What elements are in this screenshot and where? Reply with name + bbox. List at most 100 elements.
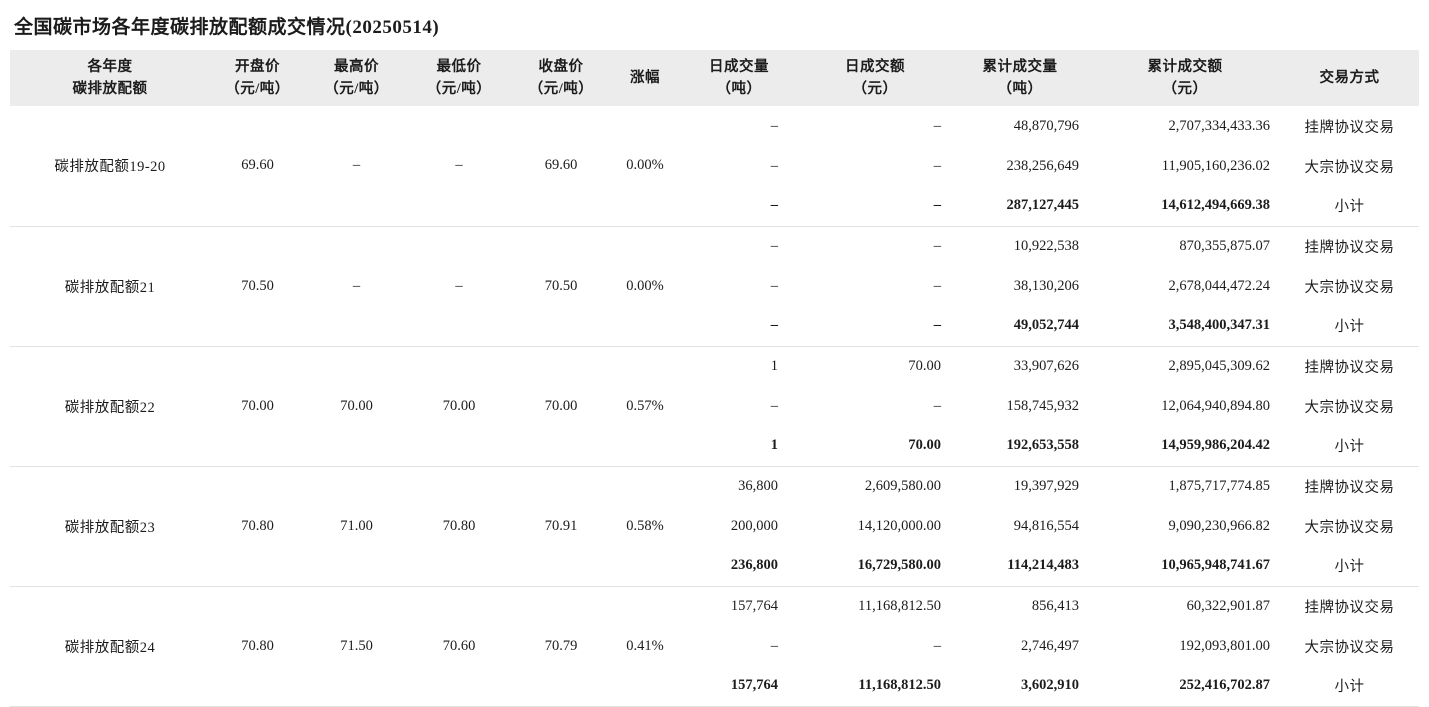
daily-amount-cell: 14,120,000.00 [857, 517, 941, 534]
trade-method-cell: 小计 [1280, 666, 1419, 707]
daily-volume-cell: – [678, 186, 800, 227]
low-price-cell: 70.60 [408, 586, 510, 707]
high-price-cell: 71.00 [305, 466, 408, 587]
header-line: 最低价 [436, 58, 482, 75]
cum-volume-cell: 2,746,497 [1021, 637, 1079, 654]
cum-volume-cell: 856,413 [1031, 597, 1079, 614]
table-row: 碳排放配额23 70.80 71.00 70.80 70.91 0.58% 36… [10, 466, 1419, 587]
close-price-cell: 70.91 [510, 466, 612, 587]
change-cell: 0.58% [612, 466, 678, 587]
col-header-daily-amount: 日成交额 （元） [800, 50, 950, 106]
daily-amount-cell: – [933, 637, 941, 654]
daily-volume-cell: 36,800 [738, 477, 778, 494]
close-price-cell: 70.50 [510, 226, 612, 347]
col-header-change: 涨幅 [612, 50, 678, 106]
high-price-cell: 71.50 [305, 586, 408, 707]
header-line: 碳排放配额 [72, 81, 148, 97]
cum-volume-cell: 192,653,558 [950, 426, 1090, 467]
daily-amount-cell: 2,609,580.00 [864, 477, 941, 494]
trade-method-cell: 大宗协议交易 [1304, 159, 1395, 176]
close-price-cell: 70.79 [510, 586, 612, 707]
daily-amount-cell: 16,729,580.00 [800, 546, 950, 587]
low-price-cell: – [408, 106, 510, 227]
daily-amount-cell: – [933, 237, 941, 254]
allowance-name-cell: 碳排放配额24 [10, 586, 210, 707]
page-title: 全国碳市场各年度碳排放配额成交情况(20250514) [14, 17, 440, 38]
trade-method-cell: 小计 [1280, 546, 1419, 587]
high-price-cell: – [305, 226, 408, 347]
open-price-cell: 70.80 [210, 586, 305, 707]
daily-amount-cell: – [933, 117, 941, 134]
daily-volume-cell: 157,764 [730, 597, 778, 614]
subtotal-row: 157,764 11,168,812.50 3,602,910 252,416,… [10, 666, 1419, 707]
trade-method-cell: 挂牌协议交易 [1304, 599, 1395, 616]
subtotal-row: – – 49,052,744 3,548,400,347.31 小计 [10, 306, 1419, 347]
header-line: 开盘价 [235, 58, 280, 75]
cum-amount-cell: 10,965,948,741.67 [1090, 546, 1280, 587]
high-price-cell: 70.00 [305, 346, 408, 467]
daily-volume-cell: – [770, 117, 778, 134]
cum-amount-cell: 2,678,044,472.24 [1168, 277, 1271, 294]
trade-method-cell: 大宗协议交易 [1304, 399, 1395, 416]
trade-method-cell: 小计 [1280, 306, 1419, 347]
daily-volume-cell: 1 [770, 357, 778, 374]
open-price-cell: 70.00 [210, 346, 305, 467]
col-header-open: 开盘价 （元/吨） [210, 50, 305, 106]
col-header-high: 最高价 （元/吨） [305, 50, 408, 106]
table-row: 碳排放配额21 70.50 – – 70.50 0.00% – – 10,922… [10, 226, 1419, 347]
table-row: 碳排放配额22 70.00 70.00 70.00 70.00 0.57% 1 … [10, 346, 1419, 467]
daily-amount-cell: 70.00 [908, 357, 941, 374]
col-header-allowance: 各年度 碳排放配额 [10, 50, 210, 106]
table-row: – – 38,130,206 2,678,044,472.24 大宗协议交易 [10, 266, 1419, 306]
daily-amount-cell: – [800, 186, 950, 227]
cum-amount-cell: 3,548,400,347.31 [1090, 306, 1280, 347]
low-price-cell: 70.80 [408, 466, 510, 587]
daily-volume-cell: – [770, 157, 778, 174]
table-row: – – 158,745,932 12,064,940,894.80 大宗协议交易 [10, 386, 1419, 426]
trade-method-cell: 小计 [1280, 426, 1419, 467]
allowance-name-cell: 碳排放配额22 [10, 346, 210, 467]
daily-amount-cell: 70.00 [800, 426, 950, 467]
header-line: 交易方式 [1319, 69, 1380, 86]
cum-volume-cell: 114,214,483 [950, 546, 1090, 587]
cum-volume-cell: 38,130,206 [1013, 277, 1079, 294]
cum-volume-cell: 48,870,796 [1013, 117, 1079, 134]
open-price-cell: 69.60 [210, 106, 305, 227]
cum-volume-cell: 238,256,649 [1006, 157, 1080, 174]
allowance-name-cell: 碳排放配额21 [10, 226, 210, 347]
cum-volume-cell: 33,907,626 [1013, 357, 1079, 374]
trade-method-cell: 小计 [1280, 186, 1419, 227]
cum-amount-cell: 870,355,875.07 [1179, 237, 1270, 254]
cum-volume-cell: 94,816,554 [1013, 517, 1079, 534]
cum-amount-cell: 11,905,160,236.02 [1161, 157, 1270, 174]
trade-method-cell: 挂牌协议交易 [1304, 239, 1395, 256]
daily-volume-cell: – [770, 277, 778, 294]
low-price-cell: – [408, 226, 510, 347]
cum-amount-cell: 2,895,045,309.62 [1168, 357, 1271, 374]
trade-method-cell: 大宗协议交易 [1304, 279, 1395, 296]
table-row: 碳排放配额19-20 69.60 – – 69.60 0.00% – – 48,… [10, 106, 1419, 227]
header-line: （元） [1162, 81, 1208, 97]
header-line: （元/吨） [225, 81, 290, 97]
cum-volume-cell: 287,127,445 [950, 186, 1090, 227]
header-line: （元/吨） [426, 81, 492, 97]
table-row: – – 2,746,497 192,093,801.00 大宗协议交易 [10, 626, 1419, 666]
header-line: 收盘价 [538, 58, 584, 75]
cum-amount-cell: 2,707,334,433.36 [1168, 117, 1271, 134]
daily-amount-cell: 11,168,812.50 [800, 666, 950, 707]
table-header-row: 各年度 碳排放配额 开盘价 （元/吨） 最高价 （元/吨） 最低价 （元/吨） 收盘价 （… [10, 50, 1419, 106]
col-header-cum-amount: 累计成交额 （元） [1090, 50, 1280, 106]
daily-volume-cell: 157,764 [678, 666, 800, 707]
daily-volume-cell: – [770, 397, 778, 414]
open-price-cell: 70.80 [210, 466, 305, 587]
cum-amount-cell: 192,093,801.00 [1179, 637, 1270, 654]
daily-volume-cell: 236,800 [678, 546, 800, 587]
daily-amount-cell: – [933, 277, 941, 294]
carbon-market-table: 各年度 碳排放配额 开盘价 （元/吨） 最高价 （元/吨） 最低价 （元/吨） 收盘价 （… [10, 50, 1419, 707]
change-cell: 0.00% [612, 226, 678, 347]
table-row: – – 238,256,649 11,905,160,236.02 大宗协议交易 [10, 146, 1419, 186]
change-cell: 0.57% [612, 346, 678, 467]
cum-amount-cell: 14,959,986,204.42 [1090, 426, 1280, 467]
daily-amount-cell: 11,168,812.50 [858, 597, 941, 614]
